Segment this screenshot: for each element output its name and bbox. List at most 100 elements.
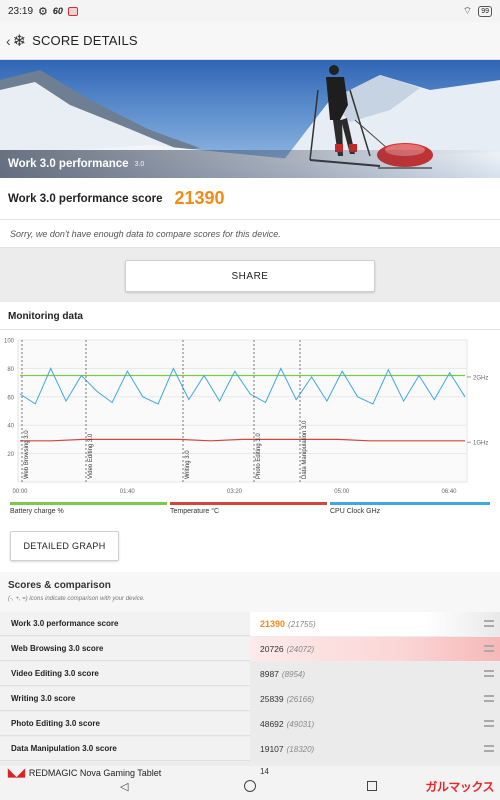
device-caption: ◣◢ REDMAGIC Nova Gaming Tablet — [8, 766, 161, 779]
score-row-value: 20726 — [260, 644, 284, 654]
score-row-reference: (18320) — [286, 744, 315, 754]
wifi-icon: ⌔ — [462, 5, 473, 17]
score-row-value-cell: 25839 (26166) — [250, 687, 500, 711]
equal-icon — [484, 720, 494, 727]
monitoring-chart-svg: 100 80 60 40 20 00:00 01:40 03:20 05:00 06:40 2GHz… — [4, 339, 488, 496]
chart-x-tick-label: 00:00 — [12, 489, 28, 495]
legend-battery-swatch — [10, 502, 167, 505]
score-row-value: 21390 — [260, 619, 286, 629]
compare-message: Sorry, we don't have enough data to comp… — [0, 220, 500, 248]
share-area: SHARE — [0, 248, 500, 302]
monitoring-chart: 100 80 60 40 20 00:00 01:40 03:20 05:00 06:40 2GHz… — [0, 332, 500, 502]
detailed-graph-button[interactable]: DETAILED GRAPH — [10, 531, 119, 561]
net-speed: 60 — [52, 6, 63, 16]
chart-x-tick-label: 01:40 — [120, 489, 136, 495]
back-chevron-icon[interactable]: ‹ — [6, 32, 11, 49]
chart-x-tick-label: 06:40 — [441, 489, 457, 495]
redmagic-logo-icon: ◣◢ — [8, 767, 25, 779]
legend-cpu-swatch — [330, 502, 490, 505]
page-title: SCORE DETAILS — [32, 33, 138, 48]
score-row-data-manipulation[interactable]: Data Manipulation 3.0 score 19107 (18320… — [0, 737, 500, 761]
chart-series-line — [19, 367, 466, 405]
score-row-reference: (21755) — [288, 619, 316, 629]
score-row-video-editing[interactable]: Video Editing 3.0 score 8987 (8954) — [0, 662, 500, 686]
score-row-value-cell: 48692 (49031) — [250, 712, 500, 736]
equal-icon — [484, 645, 494, 652]
chart-x-tick-label: 03:20 — [227, 489, 243, 495]
legend-battery-label: Battery charge % — [10, 508, 64, 515]
chart-test-marker-label: Video Editing 3.0 — [88, 433, 94, 479]
snowflake-icon: ❄ — [12, 32, 27, 50]
app-bar: ‹ ❄ SCORE DETAILS — [0, 22, 500, 60]
nav-home-icon[interactable] — [244, 780, 256, 792]
chart-test-marker-label: Photo Editing 3.0 — [256, 433, 262, 479]
chart-test-marker-label: Web Browsing 3.0 — [24, 430, 30, 479]
score-row-value-cell: 19107 (18320) — [250, 737, 500, 761]
chart-y-tick-label: 40 — [7, 424, 14, 430]
legend-temperature-swatch — [170, 502, 327, 505]
chart-x-tick-label: 05:00 — [334, 489, 350, 495]
score-row-writing[interactable]: Writing 3.0 score 25839 (26166) — [0, 687, 500, 711]
score-row-reference: (8954) — [281, 669, 306, 679]
score-row-name: Video Editing 3.0 score — [11, 669, 99, 678]
score-row-name: Writing 3.0 score — [11, 694, 76, 703]
legend-temperature: Temperature °C — [170, 502, 327, 515]
hero-version: 3.0 — [134, 160, 145, 168]
chart-right-tick-label: 1GHz — [473, 441, 488, 447]
nav-back-icon[interactable]: ◁ — [120, 781, 129, 793]
equal-icon — [484, 745, 494, 752]
score-row-value: 19107 — [260, 744, 284, 754]
score-row-web-browsing[interactable]: Web Browsing 3.0 score 20726 (24072) — [0, 637, 500, 661]
peek-row-value: 14 — [260, 767, 269, 776]
equal-icon — [484, 695, 494, 702]
score-row-name: Work 3.0 performance score — [11, 619, 119, 628]
gear-icon: ⚙ — [38, 5, 48, 18]
chart-test-marker-label: Data Manipulation 3.0 — [302, 420, 308, 479]
score-row-reference: (49031) — [286, 719, 315, 729]
equal-icon — [484, 620, 494, 627]
hero-banner: Work 3.0 performance 3.0 — [0, 60, 500, 178]
status-time: 23:19 — [8, 5, 34, 17]
battery-icon: 99 — [478, 5, 492, 17]
performance-score-label: Work 3.0 performance score — [8, 192, 163, 205]
chart-test-marker-label: Writing 3.0 — [185, 450, 191, 479]
monitoring-card: Monitoring data 100 80 60 40 20 00:00 01:40 03:… — [0, 302, 500, 580]
chart-plot-area — [17, 339, 468, 483]
monitoring-title: Monitoring data — [0, 302, 500, 330]
chart-y-tick-label: 60 — [7, 395, 14, 401]
legend-battery: Battery charge % — [10, 502, 167, 515]
legend-temperature-label: Temperature °C — [170, 508, 220, 515]
chart-y-tick-label: 20 — [7, 452, 14, 458]
chart-series-line — [20, 438, 465, 442]
score-row-reference: (24072) — [286, 644, 315, 654]
equal-icon — [484, 670, 494, 677]
chart-y-tick-label: 80 — [7, 367, 14, 373]
legend-cpu: CPU Clock GHz — [330, 502, 490, 515]
share-button[interactable]: SHARE — [125, 260, 375, 292]
score-row-photo-editing[interactable]: Photo Editing 3.0 score 48692 (49031) — [0, 712, 500, 736]
score-row-work[interactable]: Work 3.0 performance score 21390 (21755) — [0, 612, 500, 636]
score-row-value-cell: 20726 (24072) — [250, 637, 500, 661]
score-row-value-cell: 8987 (8954) — [250, 662, 500, 686]
chart-y-tick-label: 100 — [4, 339, 15, 345]
watermark: ガルマックス — [425, 780, 494, 794]
score-row-value: 48692 — [260, 719, 284, 729]
notification-icon — [67, 6, 78, 16]
score-row-name: Data Manipulation 3.0 score — [11, 744, 117, 753]
score-row-name: Web Browsing 3.0 score — [11, 644, 104, 653]
legend-cpu-label: CPU Clock GHz — [330, 508, 381, 515]
chart-legend: Battery charge % Temperature °C CPU Cloc… — [0, 502, 500, 518]
score-row-name: Photo Editing 3.0 score — [11, 719, 100, 728]
score-row-value: 25839 — [260, 694, 284, 704]
performance-score-value: 21390 — [174, 188, 225, 208]
hero-label: Work 3.0 performance 3.0 — [0, 150, 500, 178]
score-row-value: 8987 — [260, 669, 279, 679]
hero-title: Work 3.0 performance — [8, 158, 129, 170]
score-row-value-cell: 21390 (21755) — [250, 612, 500, 636]
nav-recent-icon[interactable] — [367, 781, 377, 791]
performance-score-card: Work 3.0 performance score 21390 — [0, 178, 500, 220]
scores-subtitle: (-, +, =) icons indicate comparison with… — [8, 596, 145, 602]
status-bar: 23:19 ⚙ 60 ⌔ 99 — [0, 0, 500, 22]
scores-title: Scores & comparison — [8, 580, 111, 591]
chart-right-tick-label: 2GHz — [473, 375, 488, 381]
